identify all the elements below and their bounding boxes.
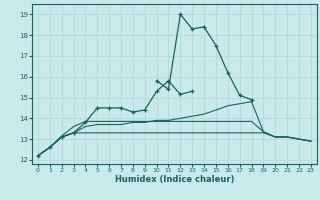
X-axis label: Humidex (Indice chaleur): Humidex (Indice chaleur) — [115, 175, 234, 184]
